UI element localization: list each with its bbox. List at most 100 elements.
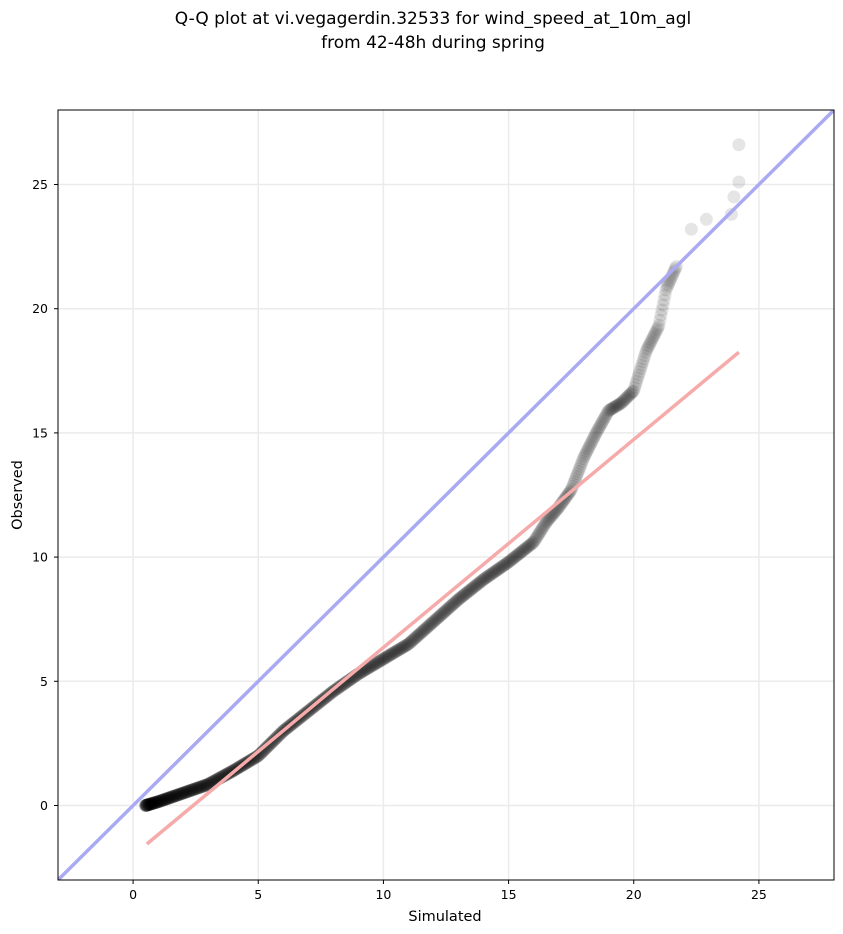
qq-point — [493, 561, 507, 575]
qq-point — [582, 440, 596, 454]
qq-point — [661, 278, 675, 292]
qq-point — [585, 434, 599, 448]
qq-point — [537, 519, 551, 533]
qq-point — [495, 559, 509, 573]
qq-point — [540, 515, 554, 529]
qq-point — [146, 796, 160, 810]
qq-point — [147, 796, 161, 810]
qq-point — [167, 789, 181, 803]
qq-point — [512, 547, 526, 561]
qq-point — [393, 642, 407, 656]
qq-point — [639, 345, 653, 359]
qq-point — [491, 563, 505, 576]
qq-point — [197, 779, 211, 793]
qq-point — [143, 797, 157, 811]
qq-point — [606, 401, 620, 415]
chart-title-line-2: from 42-48h during spring — [321, 33, 545, 53]
qq-point — [417, 623, 431, 637]
qq-point — [196, 779, 210, 793]
qq-point — [524, 537, 538, 551]
x-tick-label: 10 — [375, 887, 391, 902]
qq-point — [476, 573, 490, 587]
qq-point — [643, 337, 657, 351]
qq-point — [201, 777, 215, 791]
qq-point — [636, 355, 650, 369]
qq-point — [151, 795, 165, 809]
qq-point — [635, 358, 649, 372]
qq-point — [448, 595, 462, 609]
qq-point — [376, 652, 390, 666]
qq-point — [651, 321, 665, 335]
qq-point — [336, 678, 350, 692]
qq-point — [245, 752, 259, 766]
y-tick-label: 5 — [40, 674, 48, 689]
qq-point — [650, 323, 664, 337]
qq-point — [413, 627, 427, 641]
qq-point — [143, 797, 157, 811]
qq-point — [181, 784, 195, 798]
grid-lines — [58, 110, 834, 880]
qq-point — [459, 586, 473, 600]
qq-point — [260, 740, 274, 754]
qq-point — [141, 798, 155, 812]
qq-point — [515, 544, 529, 558]
qq-point — [375, 653, 389, 667]
qq-point — [160, 792, 174, 806]
qq-point — [424, 617, 438, 630]
qq-point — [412, 627, 426, 641]
qq-point — [405, 634, 419, 648]
qq-point — [647, 329, 661, 343]
qq-point — [648, 327, 662, 341]
qq-point — [140, 798, 154, 812]
qq-point — [258, 742, 272, 756]
qq-point — [149, 795, 163, 809]
qq-point — [202, 777, 216, 791]
qq-point — [171, 788, 185, 802]
qq-point — [425, 616, 439, 630]
qq-point — [173, 787, 187, 801]
qq-point — [170, 788, 184, 802]
qq-point — [574, 457, 588, 471]
qq-point — [155, 793, 169, 807]
qq-point — [416, 624, 430, 638]
qq-point — [176, 786, 190, 800]
qq-point — [200, 778, 214, 792]
qq-point — [607, 401, 621, 415]
qq-point — [542, 511, 556, 525]
qq-point — [659, 283, 673, 297]
qq-point — [420, 620, 434, 634]
qq-point — [189, 782, 203, 796]
qq-point — [199, 778, 213, 792]
qq-point — [424, 617, 438, 631]
qq-point — [394, 641, 408, 655]
qq-point — [611, 398, 625, 412]
qq-point — [256, 744, 270, 758]
qq-point — [587, 430, 601, 444]
qq-point — [368, 657, 382, 671]
qq-point — [382, 649, 396, 663]
qq-point — [492, 562, 506, 576]
qq-point — [478, 571, 492, 585]
qq-point — [405, 634, 419, 647]
qq-point — [186, 783, 200, 797]
qq-point — [146, 796, 160, 810]
qq-point — [510, 548, 524, 562]
qq-point — [166, 790, 180, 804]
qq-point — [170, 788, 184, 802]
qq-point — [203, 777, 217, 791]
qq-point — [335, 678, 349, 692]
qq-point — [631, 371, 645, 385]
qq-point — [169, 789, 183, 803]
qq-point — [145, 797, 159, 811]
x-axis-label: Simulated — [408, 909, 481, 925]
qq-point — [169, 788, 183, 802]
qq-point — [529, 531, 543, 545]
qq-point — [498, 557, 512, 571]
qq-point — [439, 603, 453, 617]
qq-point — [220, 767, 234, 781]
qq-point — [477, 572, 491, 586]
qq-point — [139, 798, 153, 812]
qq-point — [622, 389, 636, 403]
qq-point — [543, 510, 557, 524]
qq-point — [504, 553, 518, 567]
